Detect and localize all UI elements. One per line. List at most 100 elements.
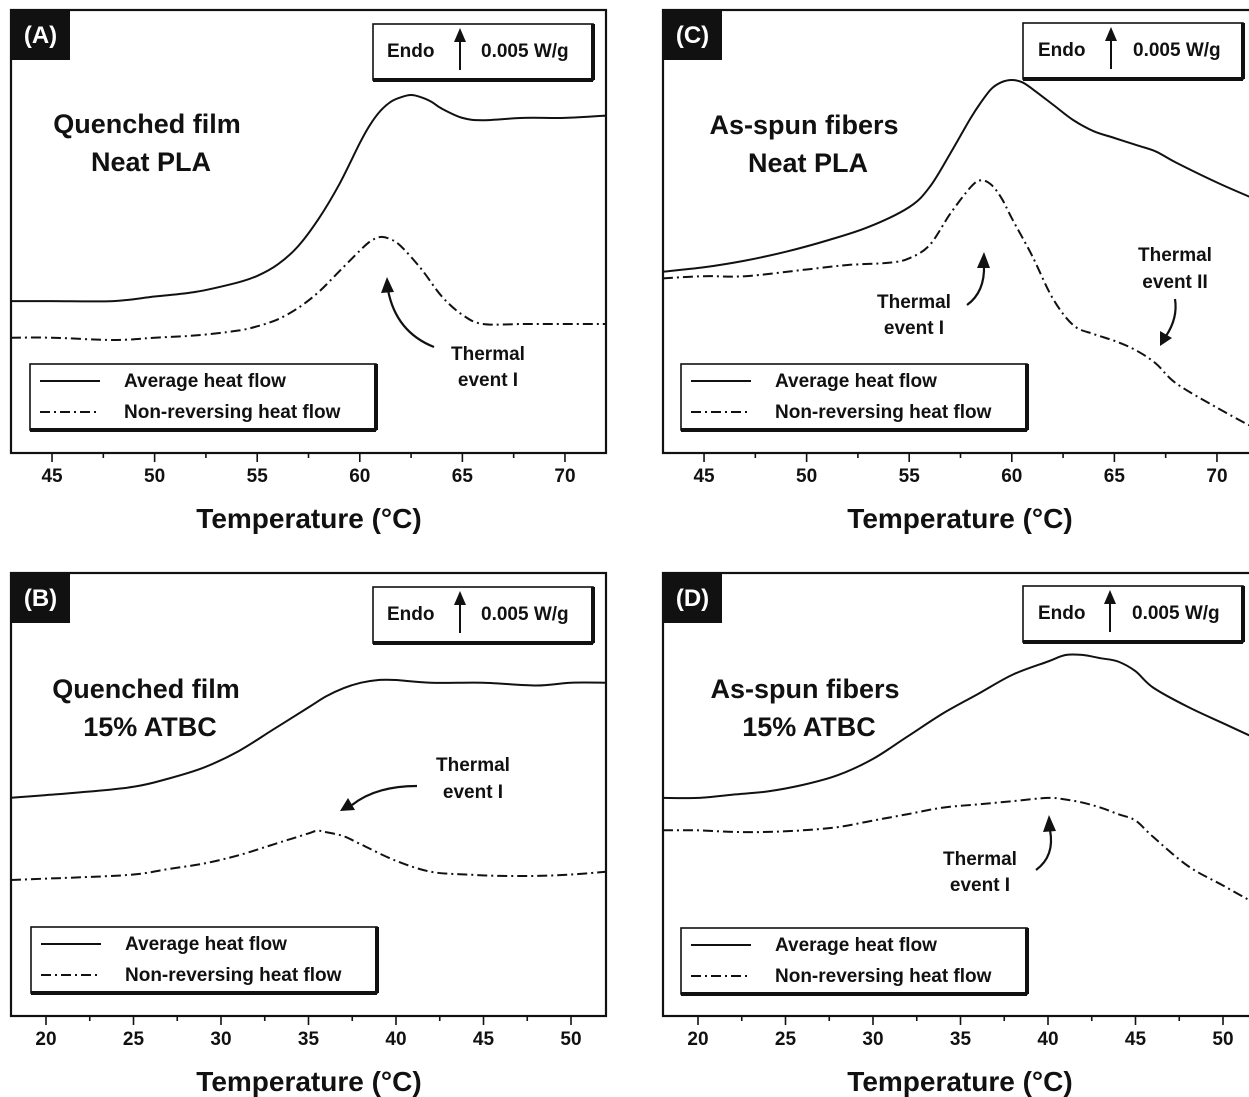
- annotation-thermal-event-i: Thermal event I: [381, 277, 525, 391]
- annotation-line-1: Thermal: [436, 755, 510, 776]
- annotation-arrowhead-icon: [381, 277, 394, 293]
- x-tick-label: 35: [950, 1029, 972, 1050]
- series-line-average-heat-flow: [663, 653, 1249, 800]
- scale-arrow-icon: [454, 28, 466, 42]
- x-tick-label: 45: [473, 1029, 495, 1050]
- legend: Average heat flow Non-reversing heat flo…: [680, 363, 1029, 432]
- x-tick-label: 50: [144, 466, 165, 487]
- x-tick-label: 60: [349, 466, 370, 487]
- panel-title-line-2: 15% ATBC: [742, 712, 876, 742]
- panel-letter-box: [11, 573, 70, 623]
- legend-label-nonreversing: Non-reversing heat flow: [125, 965, 342, 986]
- legend: Average heat flow Non-reversing heat flo…: [680, 927, 1029, 996]
- panel-letter: (A): [24, 22, 57, 49]
- annotation-arrow: [966, 264, 986, 306]
- annotation-arrowhead-icon: [340, 798, 355, 811]
- scale-bar-value-label: 0.005 W/g: [1133, 40, 1221, 61]
- annotation-arrowhead-icon: [1160, 331, 1172, 346]
- scale-bar-endo-label: Endo: [1038, 603, 1086, 624]
- legend-label-average: Average heat flow: [775, 935, 937, 956]
- scale-bar-value-label: 0.005 W/g: [481, 41, 569, 62]
- annotation-line-1: Thermal: [1138, 245, 1212, 266]
- x-tick-label: 50: [1212, 1029, 1233, 1050]
- x-tick-label: 35: [298, 1029, 320, 1050]
- scale-bar: Endo 0.005 W/g: [372, 586, 595, 645]
- scale-arrow-icon: [1104, 590, 1116, 604]
- x-tick-label: 70: [1206, 466, 1227, 487]
- annotation-line-2: event I: [884, 318, 944, 339]
- x-tick-label: 70: [554, 466, 575, 487]
- x-tick-label: 25: [123, 1029, 145, 1050]
- scale-bar-endo-label: Endo: [387, 41, 435, 62]
- x-axis-ticks: 45 50 55 60 65 70: [693, 453, 1228, 487]
- panel-letter: (C): [676, 22, 709, 49]
- series-line-non-reversing-heat-flow: [663, 179, 1249, 427]
- annotation-thermal-event-ii: Thermal event II: [1138, 245, 1212, 346]
- panel-title-line-1: As-spun fibers: [710, 674, 899, 704]
- x-tick-label: 20: [35, 1029, 56, 1050]
- annotation-line-1: Thermal: [877, 292, 951, 313]
- x-axis-ticks: 20 25 30 35 40 45 50: [687, 1016, 1234, 1050]
- annotation-line-1: Thermal: [451, 344, 525, 365]
- x-tick-label: 30: [210, 1029, 231, 1050]
- x-tick-label: 55: [247, 466, 269, 487]
- annotation-line-2: event I: [443, 782, 503, 803]
- legend-label-nonreversing: Non-reversing heat flow: [775, 402, 992, 423]
- series-line-non-reversing-heat-flow: [11, 829, 606, 881]
- x-tick-label: 20: [687, 1029, 708, 1050]
- annotation-line-1: Thermal: [943, 849, 1017, 870]
- panel-letter-box: [663, 573, 722, 623]
- annotation-thermal-event-i: Thermal event I: [877, 252, 990, 339]
- scale-arrow-icon: [454, 591, 466, 605]
- annotation-arrowhead-icon: [1043, 815, 1056, 832]
- scale-bar: Endo 0.005 W/g: [1022, 22, 1245, 81]
- annotation-arrow: [1035, 829, 1053, 871]
- panel-letter: (B): [24, 585, 57, 612]
- x-tick-label: 45: [1125, 1029, 1147, 1050]
- series-line-non-reversing-heat-flow: [11, 235, 606, 341]
- series-layer: [663, 79, 1249, 427]
- series-layer: [663, 653, 1249, 902]
- legend-label-average: Average heat flow: [775, 371, 937, 392]
- x-tick-label: 50: [560, 1029, 581, 1050]
- series-line-average-heat-flow: [663, 79, 1249, 273]
- annotation-line-2: event I: [950, 875, 1010, 896]
- x-tick-label: 25: [775, 1029, 797, 1050]
- legend: Average heat flow Non-reversing heat flo…: [29, 363, 378, 432]
- scale-bar: Endo 0.005 W/g: [1022, 585, 1245, 644]
- scale-bar-endo-label: Endo: [387, 604, 435, 625]
- panel-c: (C) Endo 0.005 W/g As-spun fibers Neat P…: [661, 8, 1249, 534]
- panel-b: (B) Endo 0.005 W/g Quenched film 15% ATB…: [9, 571, 608, 1097]
- annotation-line-2: event I: [458, 370, 518, 391]
- scale-arrow-icon: [1105, 27, 1117, 41]
- series-layer: [11, 94, 606, 341]
- series-line-average-heat-flow: [11, 678, 606, 799]
- scale-bar-endo-label: Endo: [1038, 40, 1086, 61]
- panel-title-line-2: Neat PLA: [748, 148, 868, 178]
- annotation-arrowhead-icon: [977, 252, 990, 268]
- x-tick-label: 40: [385, 1029, 406, 1050]
- panel-letter-box: [663, 10, 722, 60]
- x-tick-label: 60: [1001, 466, 1022, 487]
- x-tick-label: 55: [899, 466, 921, 487]
- legend: Average heat flow Non-reversing heat flo…: [30, 926, 379, 995]
- annotation-arrow: [351, 784, 418, 806]
- legend-label-average: Average heat flow: [125, 934, 287, 955]
- panel-title-line-2: Neat PLA: [91, 147, 211, 177]
- x-tick-label: 30: [862, 1029, 883, 1050]
- annotation-thermal-event-i: Thermal event I: [340, 755, 510, 811]
- series-line-average-heat-flow: [11, 94, 606, 303]
- annotation-line-2: event II: [1142, 272, 1207, 293]
- x-axis-label: Temperature (°C): [847, 503, 1072, 534]
- annotation-arrow: [386, 289, 435, 349]
- x-tick-label: 65: [1104, 466, 1126, 487]
- annotation-thermal-event-i: Thermal event I: [943, 815, 1056, 896]
- panel-a: (A) Endo 0.005 W/g Quenched film Neat PL…: [9, 8, 608, 534]
- scale-bar-value-label: 0.005 W/g: [1132, 603, 1220, 624]
- x-axis-label: Temperature (°C): [196, 1066, 421, 1097]
- x-tick-label: 40: [1037, 1029, 1058, 1050]
- x-tick-label: 50: [796, 466, 817, 487]
- series-line-non-reversing-heat-flow: [663, 796, 1249, 902]
- scale-bar-value-label: 0.005 W/g: [481, 604, 569, 625]
